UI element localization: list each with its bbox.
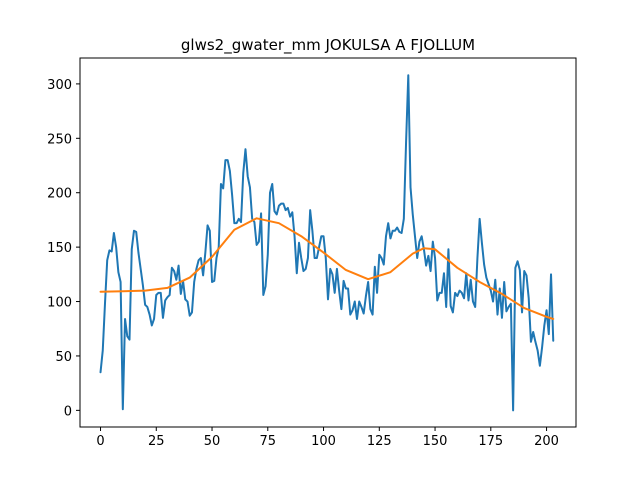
plot-frame — [79, 57, 577, 428]
x-tick-label: 125 — [367, 434, 392, 449]
chart-title: glws2_gwater_mm JOKULSA A FJOLLUM — [181, 36, 475, 55]
series-line-raw — [99, 74, 555, 412]
x-tick-label: 100 — [311, 434, 336, 449]
y-tick-label: 0 — [64, 404, 72, 419]
x-tick-label: 0 — [96, 434, 104, 449]
x-tick-label: 175 — [478, 434, 503, 449]
y-tick-label: 100 — [47, 296, 72, 311]
x-tick-label: 200 — [534, 434, 559, 449]
y-tick-label: 200 — [47, 187, 72, 202]
y-tick-label: 250 — [47, 132, 72, 147]
y-tick-label: 150 — [47, 241, 72, 256]
series-line-smooth — [99, 217, 555, 320]
x-tick-label: 150 — [423, 434, 448, 449]
y-tick-label: 300 — [47, 78, 72, 93]
y-tick-label: 50 — [55, 350, 72, 365]
x-tick-label: 50 — [204, 434, 221, 449]
x-tick-label: 25 — [148, 434, 165, 449]
x-tick-label: 75 — [260, 434, 277, 449]
